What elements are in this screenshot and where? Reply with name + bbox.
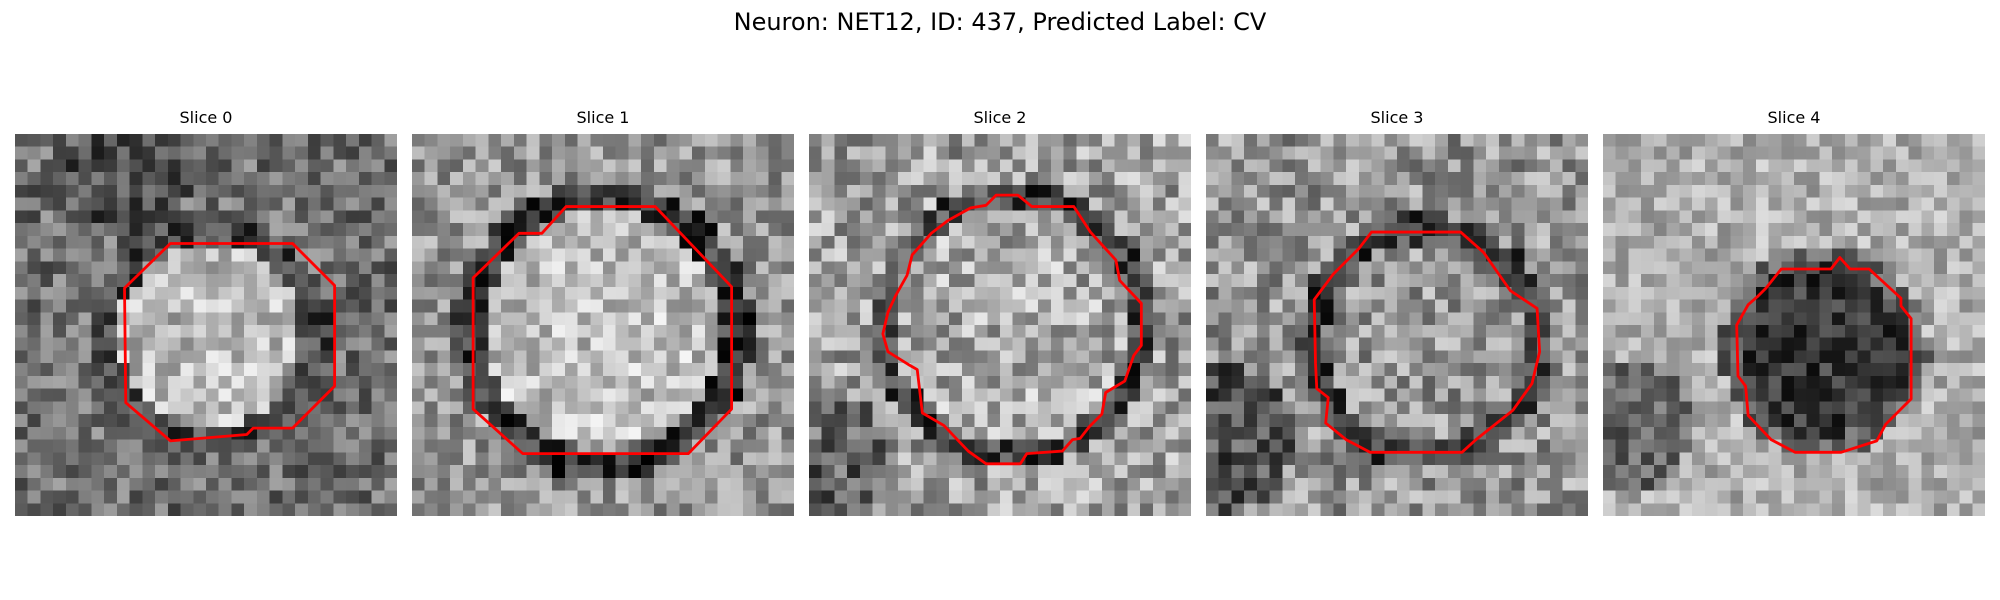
slice-title: Slice 1 xyxy=(576,108,630,127)
slice-panel-3: Slice 3 xyxy=(1206,108,1588,516)
slice-title: Slice 3 xyxy=(1370,108,1424,127)
segmentation-contour xyxy=(1312,230,1542,454)
segmentation-contour xyxy=(881,193,1143,466)
slice-image xyxy=(1206,134,1588,516)
slice-image xyxy=(1603,134,1985,516)
slice-image xyxy=(412,134,794,516)
slice-panel-2: Slice 2 xyxy=(809,108,1191,516)
figure-title: Neuron: NET12, ID: 437, Predicted Label:… xyxy=(733,8,1267,36)
slice-image xyxy=(809,134,1191,516)
slice-panel-0: Slice 0 xyxy=(15,108,397,516)
segmentation-contour xyxy=(1735,256,1913,454)
slice-image xyxy=(15,134,397,516)
slice-title: Slice 2 xyxy=(973,108,1027,127)
segmentation-contour xyxy=(123,242,337,443)
segmentation-contour xyxy=(471,205,734,456)
slice-panel-1: Slice 1 xyxy=(412,108,794,516)
slice-panel-4: Slice 4 xyxy=(1603,108,1985,516)
slice-title: Slice 0 xyxy=(179,108,233,127)
slice-title: Slice 4 xyxy=(1767,108,1821,127)
